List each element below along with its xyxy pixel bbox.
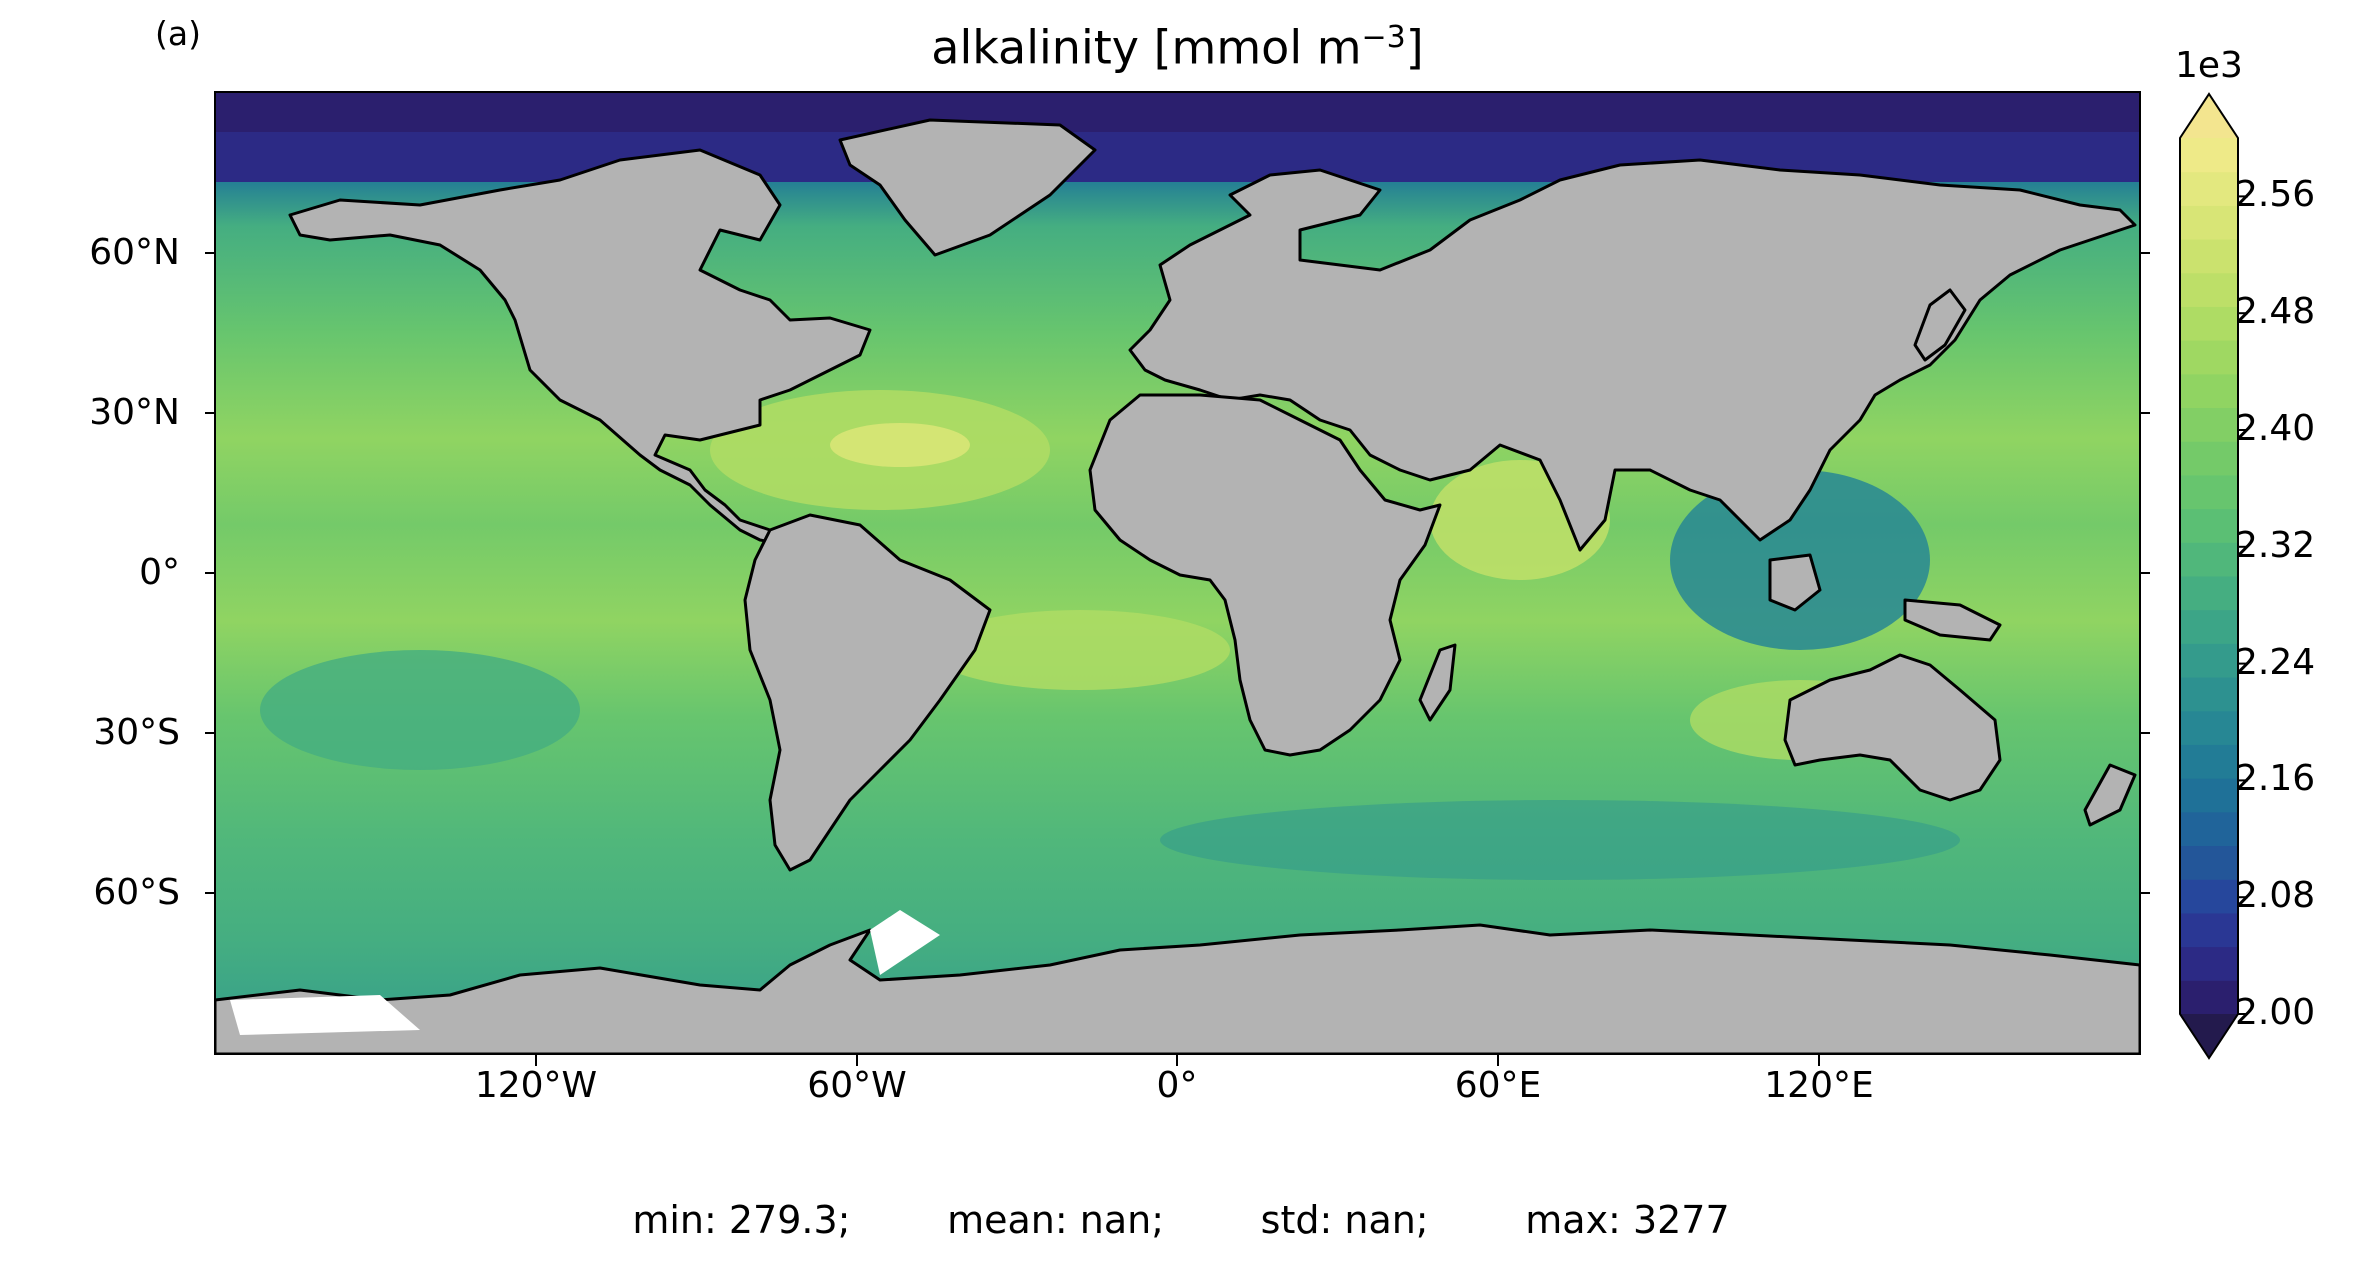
land-new-guinea: [1903, 598, 2002, 642]
land-masses: [215, 118, 2140, 1054]
colorbar-segment: [2180, 171, 2238, 206]
land-borneo: [1768, 553, 1822, 612]
sea-ice: [230, 910, 940, 1035]
colorbar-segment: [2180, 879, 2238, 914]
stat-std: std: nan;: [1260, 1198, 1429, 1242]
colorbar-extend-high: [2180, 94, 2238, 138]
colorbar-segment: [2180, 778, 2238, 813]
lat-label-60n: 60°N: [89, 232, 180, 273]
colorbar-tick-label: 2.32: [2235, 524, 2316, 566]
colorbar-segment: [2180, 138, 2238, 173]
ice-weddell: [870, 910, 940, 975]
colorbar-segment: [2180, 744, 2238, 779]
land-north-america: [288, 148, 872, 547]
colorbar-segment: [2180, 508, 2238, 543]
north-atlantic-high: [830, 423, 970, 467]
colorbar-segment: [2180, 980, 2238, 1015]
colorbar-segment: [2180, 576, 2238, 611]
southern-ocean-band: [1160, 800, 1960, 880]
title-superscript: −3: [1361, 20, 1406, 55]
colorbar-segment: [2180, 845, 2238, 880]
colorbar-segment: [2180, 407, 2238, 442]
ice-ross: [230, 995, 420, 1035]
colorbar-segment: [2180, 205, 2238, 240]
colorbar-segment: [2180, 643, 2238, 678]
colorbar-segment: [2180, 340, 2238, 375]
map-area: [215, 92, 2140, 1054]
colorbar-segment: [2180, 239, 2238, 274]
colorbar-segment: [2180, 272, 2238, 307]
land-antarctica: [215, 923, 2140, 1054]
land-eurasia: [1128, 158, 2137, 552]
colorbar-segment: [2180, 710, 2238, 745]
colorbar-segment: [2180, 609, 2238, 644]
land-south-america: [743, 513, 992, 872]
colorbar-tick-label: 2.56: [2235, 174, 2316, 216]
lon-label-120w: 120°W: [474, 1065, 598, 1106]
lat-label-30n: 30°N: [89, 392, 180, 433]
land-new-zealand: [2083, 763, 2137, 827]
colorbar-extend-low: [2180, 1014, 2238, 1058]
lon-label-60e: 60°E: [1454, 1065, 1542, 1106]
lat-label-equator: 0°: [139, 552, 180, 593]
colorbar-tick-label: 2.40: [2235, 408, 2316, 449]
map-title: alkalinity [mmol m−3]: [215, 20, 2140, 74]
stat-min: min: 279.3;: [632, 1198, 851, 1242]
colorbar-segment: [2180, 912, 2238, 948]
lon-label-120e: 120°E: [1764, 1065, 1874, 1106]
colorbar-exponent: 1e3: [2175, 45, 2243, 86]
land-australia: [1783, 653, 2002, 802]
colorbar-segment: [2180, 306, 2238, 341]
colorbar-segment: [2180, 811, 2238, 847]
colorbar-tick-label: 2.00: [2235, 992, 2316, 1033]
lon-label-0: 0°: [1156, 1065, 1198, 1106]
colorbar-segment: [2180, 373, 2238, 409]
land-japan: [1913, 288, 1967, 362]
stat-max: max: 3277: [1525, 1198, 1730, 1242]
stats-line: min: 279.3; mean: nan; std: nan; max: 32…: [0, 1198, 2362, 1242]
land-madagascar: [1418, 643, 1457, 722]
panel-label: (a): [155, 14, 201, 53]
colorbar-tick-label: 2.16: [2235, 758, 2316, 800]
colorbar: [2179, 92, 2248, 1060]
lat-label-60s: 60°S: [93, 872, 180, 913]
colorbar-segment: [2180, 441, 2238, 476]
title-closing: ]: [1405, 20, 1424, 75]
land-africa: [1088, 393, 1442, 757]
south-pacific-low: [260, 650, 580, 770]
colorbar-segment: [2180, 677, 2238, 712]
land-greenland: [838, 118, 1097, 257]
latitude-ticks: [205, 252, 2150, 894]
lon-label-60w: 60°W: [807, 1065, 907, 1106]
colorbar-tick-label: 2.08: [2235, 875, 2316, 917]
colorbar-tick-label: 2.48: [2235, 291, 2316, 333]
lat-label-30s: 30°S: [93, 712, 180, 753]
south-atlantic-high: [930, 610, 1230, 690]
title-text: alkalinity [mmol m: [931, 20, 1362, 75]
arctic-deep: [215, 92, 2140, 132]
colorbar-tick-label: 2.24: [2235, 641, 2316, 683]
colorbar-segment: [2180, 542, 2238, 577]
colorbar-segment: [2180, 946, 2238, 981]
longitude-ticks: [535, 1054, 1820, 1066]
colorbar-segment: [2180, 474, 2238, 510]
stat-mean: mean: nan;: [947, 1198, 1165, 1242]
